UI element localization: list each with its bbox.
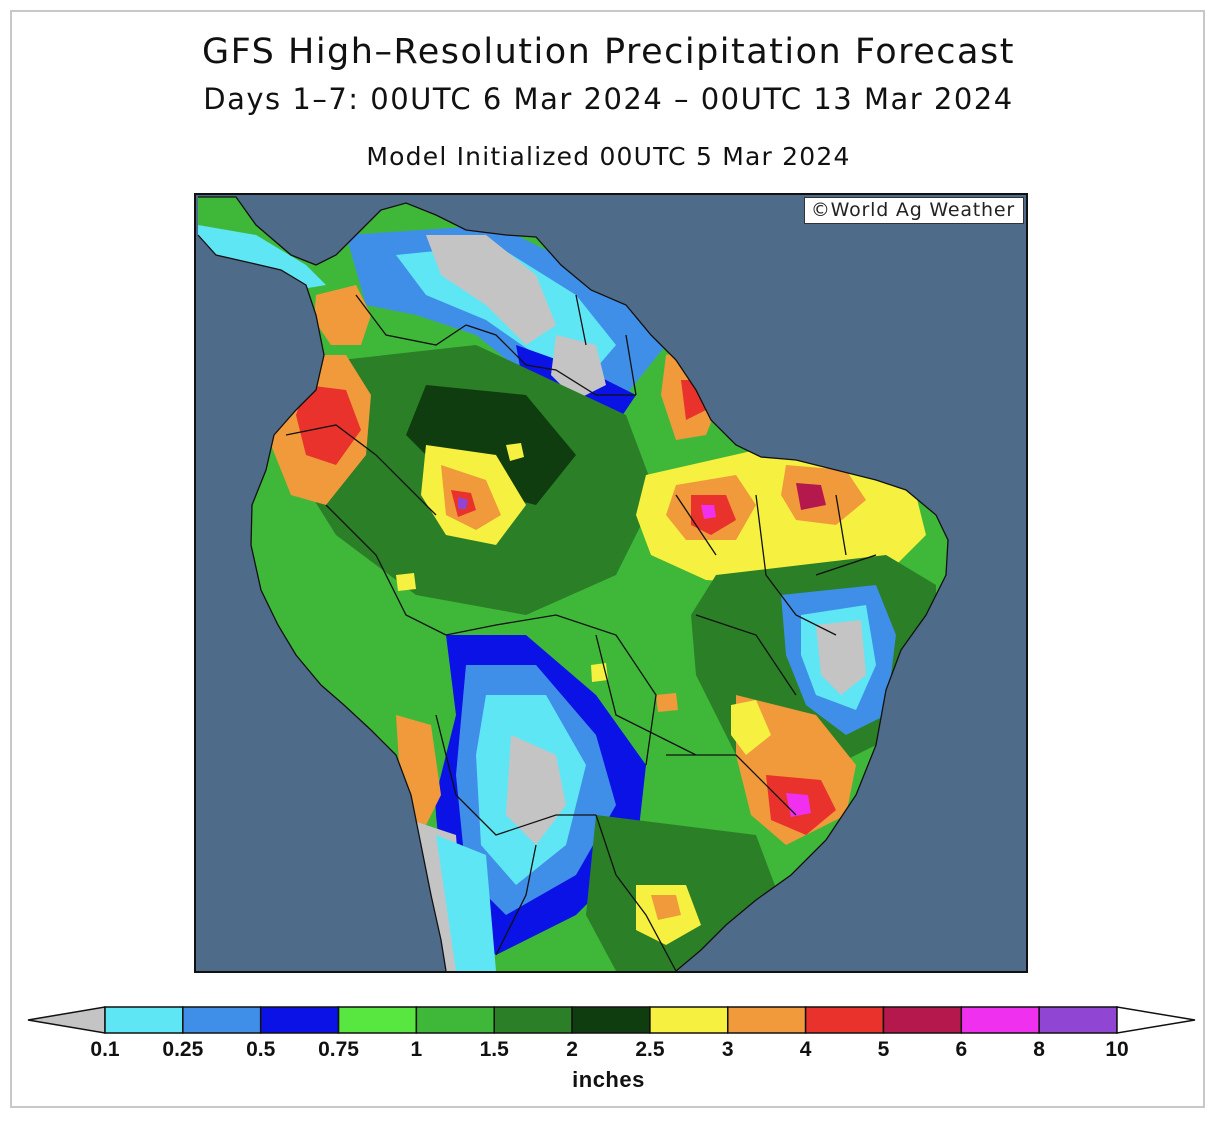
colorbar-tick-label: 8	[1033, 1038, 1045, 1061]
colorbar-tick-label: 3	[721, 1038, 734, 1061]
colorbar-bin-0.1-0.25	[104, 1006, 184, 1034]
colorbar-tick-label: 0.5	[246, 1038, 276, 1061]
model-init-time: Model Initialized 00UTC 5 Mar 2024	[366, 142, 851, 171]
colorbar-low-extension	[27, 1006, 106, 1034]
colorbar-bin-4-5	[804, 1006, 885, 1034]
colorbar-high-extension	[1116, 1006, 1196, 1034]
colorbar-tick-label: 0.75	[318, 1038, 359, 1061]
colorbar-tick-label: 1	[410, 1038, 423, 1061]
colorbar-tick-label: 6	[955, 1038, 968, 1061]
colorbar-bin-3-4	[727, 1006, 807, 1034]
colorbar-bin-2-2.5	[571, 1006, 651, 1034]
map-svg	[197, 196, 949, 971]
precip-fields	[198, 225, 936, 971]
colorbar-bin-0.5-0.75	[259, 1006, 340, 1034]
colorbar-bin-0.75-1	[337, 1006, 418, 1034]
colorbar-tick-label: 0.1	[90, 1038, 120, 1061]
chart-title: GFS High–Resolution Precipitation Foreca…	[202, 32, 1015, 72]
forecast-period: Days 1–7: 00UTC 6 Mar 2024 – 00UTC 13 Ma…	[203, 82, 1014, 116]
colorbar-bin-2.5-3	[649, 1006, 729, 1034]
colorbar-units: inches	[572, 1067, 645, 1092]
colorbar-tick-label: 2	[566, 1038, 578, 1061]
colorbar-bin-1-1.5	[415, 1006, 495, 1034]
precipitation-map: ©World Ag Weather	[194, 193, 1028, 973]
colorbar-bin-6-8	[960, 1006, 1040, 1034]
colorbar-bin-8-10	[1038, 1006, 1118, 1034]
colorbar-bin-1.5-2	[493, 1006, 573, 1034]
colorbar-tick-label: 0.25	[162, 1038, 204, 1061]
country-borders	[197, 196, 949, 971]
credit-label: ©World Ag Weather	[803, 197, 1024, 224]
colorbar-tick-label: 1.5	[479, 1038, 509, 1061]
colorbar-bin-0.25-0.5	[182, 1006, 262, 1034]
colorbar-tick-label: 5	[877, 1038, 890, 1061]
colorbar-bin-5-6	[882, 1006, 963, 1034]
colorbar-tick-label: 10	[1105, 1038, 1129, 1061]
colorbar-tick-label: 2.5	[635, 1038, 665, 1061]
colorbar-tick-label: 4	[799, 1038, 812, 1061]
